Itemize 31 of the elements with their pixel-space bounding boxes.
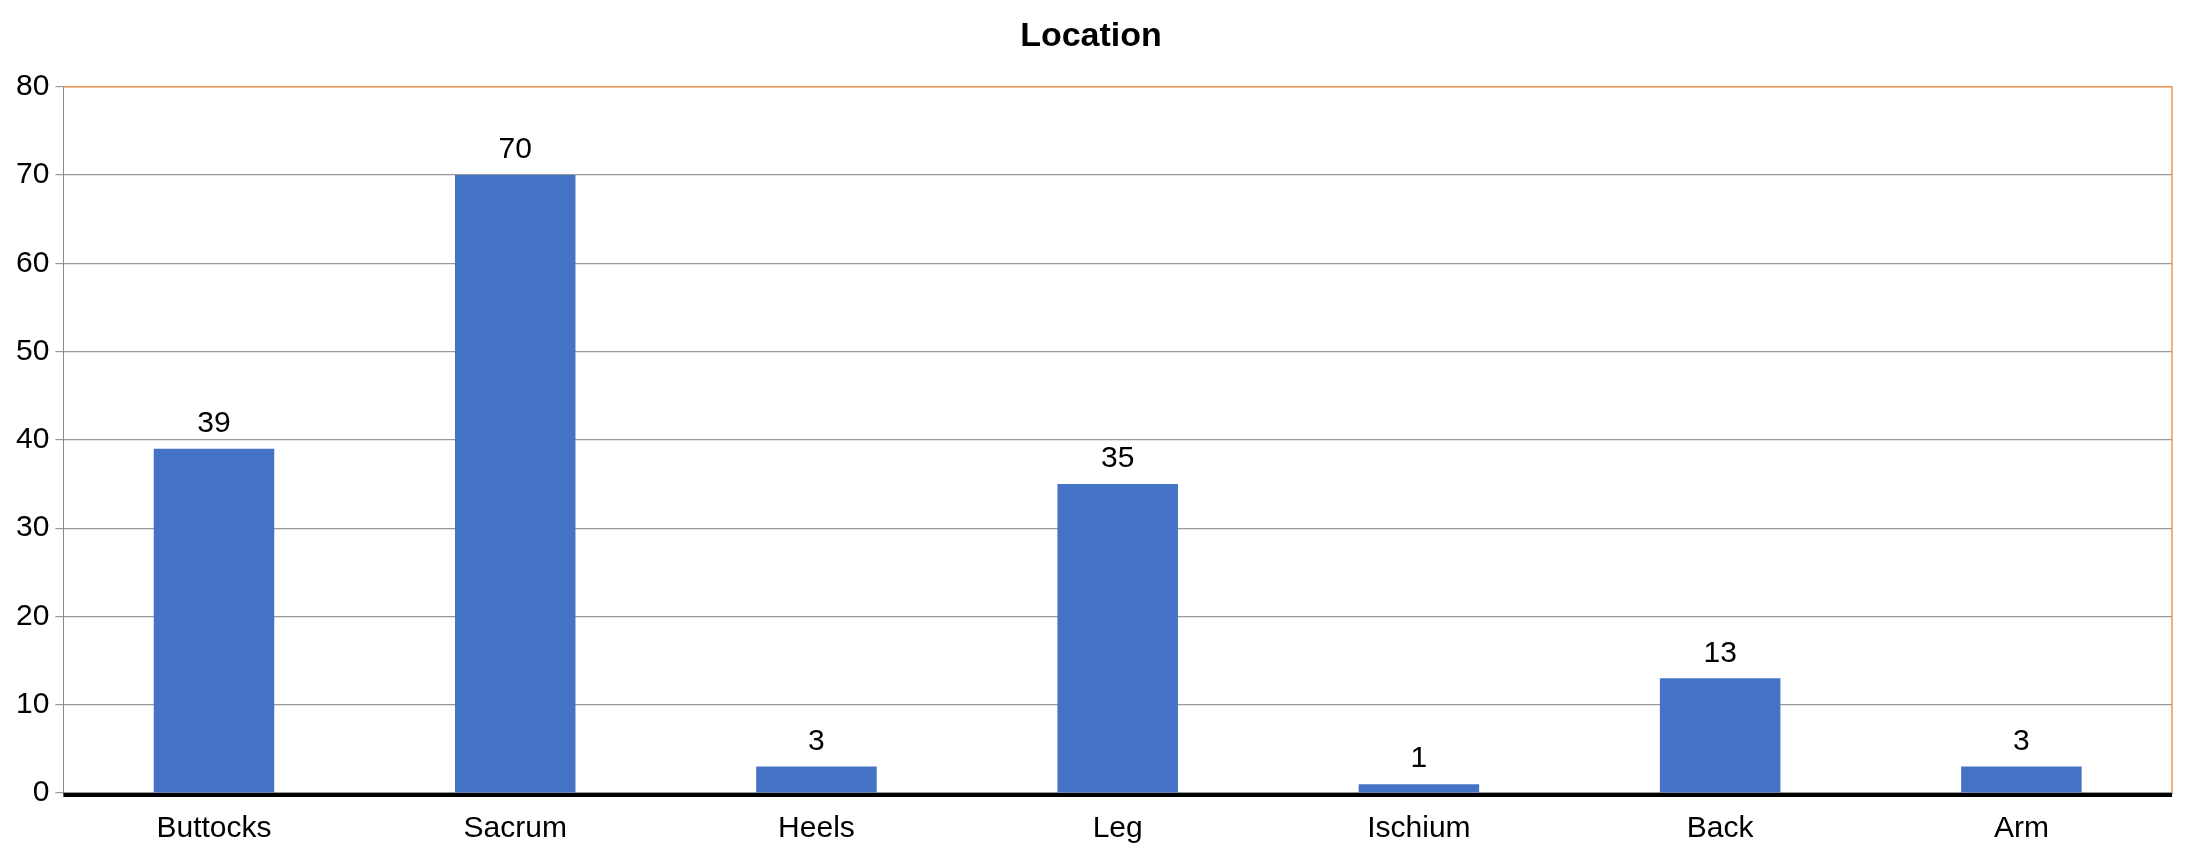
data-label: 39 xyxy=(197,404,231,438)
bar xyxy=(153,448,275,793)
y-tick-label: 20 xyxy=(15,597,50,631)
y-tick-label: 0 xyxy=(32,774,50,808)
y-tick-label: 10 xyxy=(15,685,50,719)
x-tick-label: Heels xyxy=(778,810,855,844)
bar xyxy=(1659,678,1781,793)
bar xyxy=(1358,784,1480,793)
bar xyxy=(454,175,576,793)
bar xyxy=(1961,766,2082,793)
x-tick-label: Leg xyxy=(1092,810,1143,844)
y-tick-label: 80 xyxy=(15,68,50,102)
x-tick-label: Buttocks xyxy=(156,810,272,844)
y-tick-label: 70 xyxy=(15,156,50,190)
y-tick-label: 40 xyxy=(15,421,50,455)
y-tick-label: 50 xyxy=(15,332,50,366)
y-tick-label: 30 xyxy=(15,509,50,543)
data-label: 35 xyxy=(1101,440,1135,474)
data-label: 3 xyxy=(2013,722,2030,756)
y-tick-label: 60 xyxy=(15,244,50,278)
bar xyxy=(756,766,877,793)
data-label: 70 xyxy=(498,131,532,165)
data-label: 1 xyxy=(1410,740,1428,774)
x-tick-label: Back xyxy=(1686,810,1755,844)
data-label: 3 xyxy=(808,722,825,756)
chart-title: Location xyxy=(1020,14,1162,53)
x-tick-label: Sacrum xyxy=(463,810,567,844)
x-tick-label: Ischium xyxy=(1367,810,1471,844)
x-tick-label: Arm xyxy=(1993,810,2049,844)
data-label: 13 xyxy=(1703,634,1737,668)
bar xyxy=(1057,484,1178,793)
